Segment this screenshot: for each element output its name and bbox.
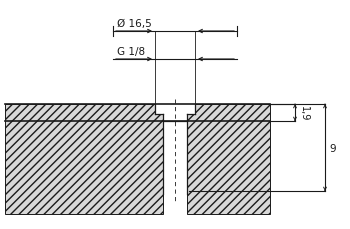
- Polygon shape: [187, 105, 270, 214]
- Text: Ø 16,5: Ø 16,5: [117, 19, 152, 29]
- Polygon shape: [5, 105, 163, 214]
- Text: 1,9: 1,9: [299, 105, 309, 121]
- Text: G 1/8: G 1/8: [117, 47, 145, 57]
- Text: 9: 9: [329, 143, 336, 153]
